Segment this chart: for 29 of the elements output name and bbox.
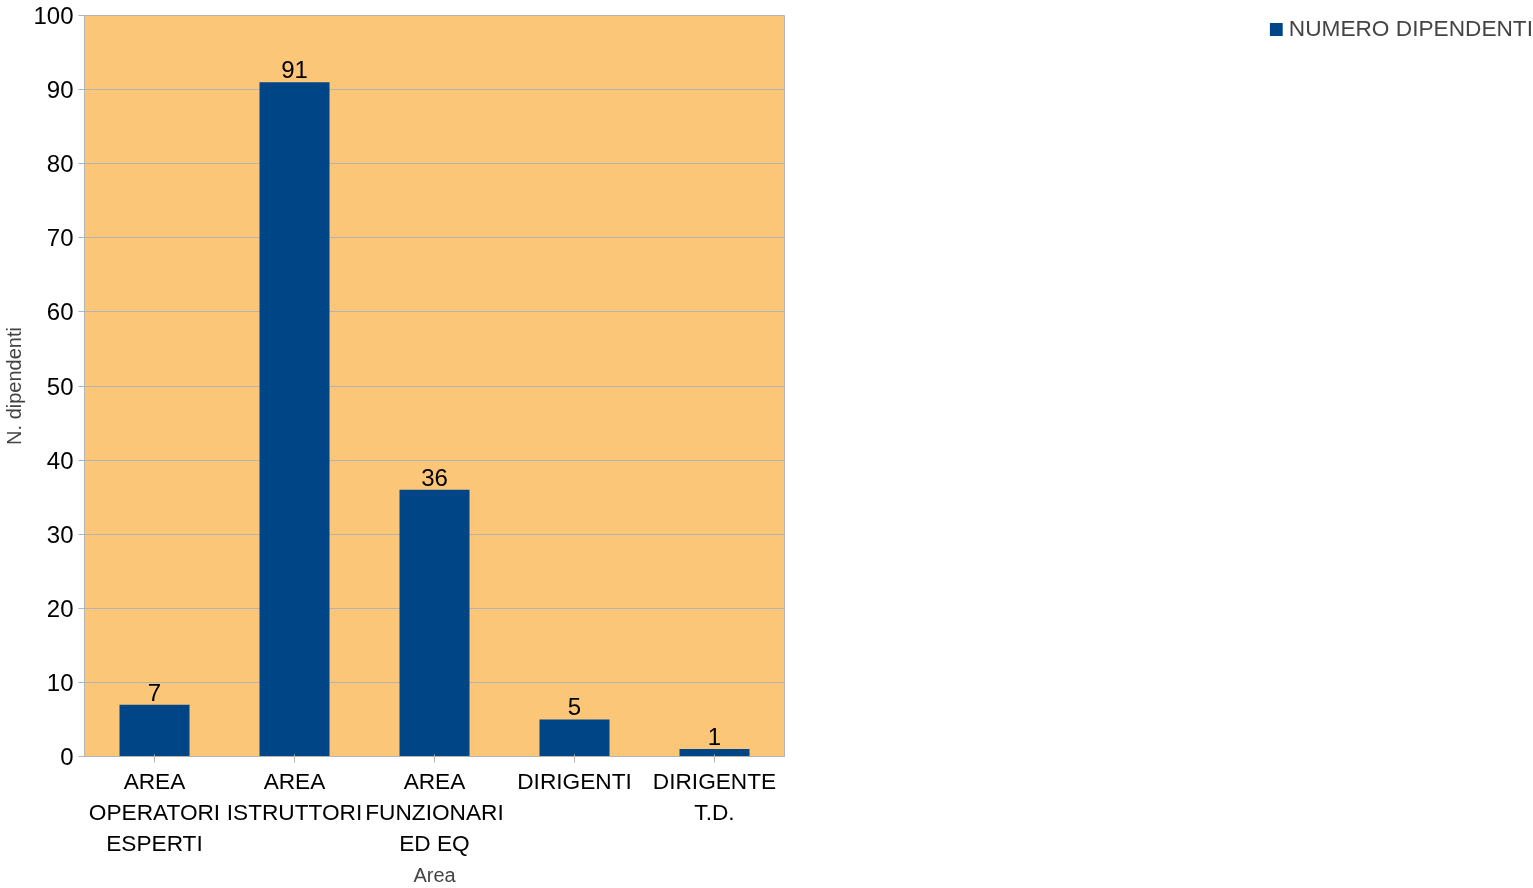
x-tick-label: DIRIGENTI [517, 767, 632, 794]
data-label: 7 [147, 678, 162, 706]
bar [259, 82, 330, 757]
bar [679, 749, 750, 757]
y-tick-label: 40 [46, 446, 74, 474]
x-axis-title: Area [413, 863, 457, 886]
bar [539, 719, 610, 757]
y-axis-title: N. dipendenti [3, 327, 26, 445]
y-tick-label: 70 [46, 224, 74, 252]
y-tick-label: 10 [46, 668, 74, 696]
y-tick-label: 80 [46, 150, 74, 178]
data-label: 91 [281, 56, 308, 84]
x-tick-label: AREA ISTRUTTORI [226, 767, 363, 825]
bar [119, 704, 190, 757]
y-tick-label: 30 [46, 520, 74, 548]
x-tick-label: AREA FUNZIONARI ED EQ [365, 767, 504, 856]
y-tick-label: 100 [33, 2, 74, 29]
y-tick-label: 0 [60, 743, 74, 770]
x-tick-label: AREA OPERATORI ESPERTI [88, 767, 221, 856]
y-tick-label: 90 [46, 76, 74, 104]
bar [399, 489, 470, 757]
legend-label: NUMERO DIPENDENTI [1288, 15, 1533, 42]
data-label: 5 [567, 693, 582, 721]
y-tick-label: 60 [46, 298, 74, 326]
y-tick-label: 50 [46, 372, 74, 400]
x-tick-label: DIRIGENTE T.D. [652, 767, 777, 825]
data-label: 1 [707, 723, 722, 751]
data-label: 36 [421, 463, 448, 491]
y-tick-label: 20 [46, 594, 74, 622]
